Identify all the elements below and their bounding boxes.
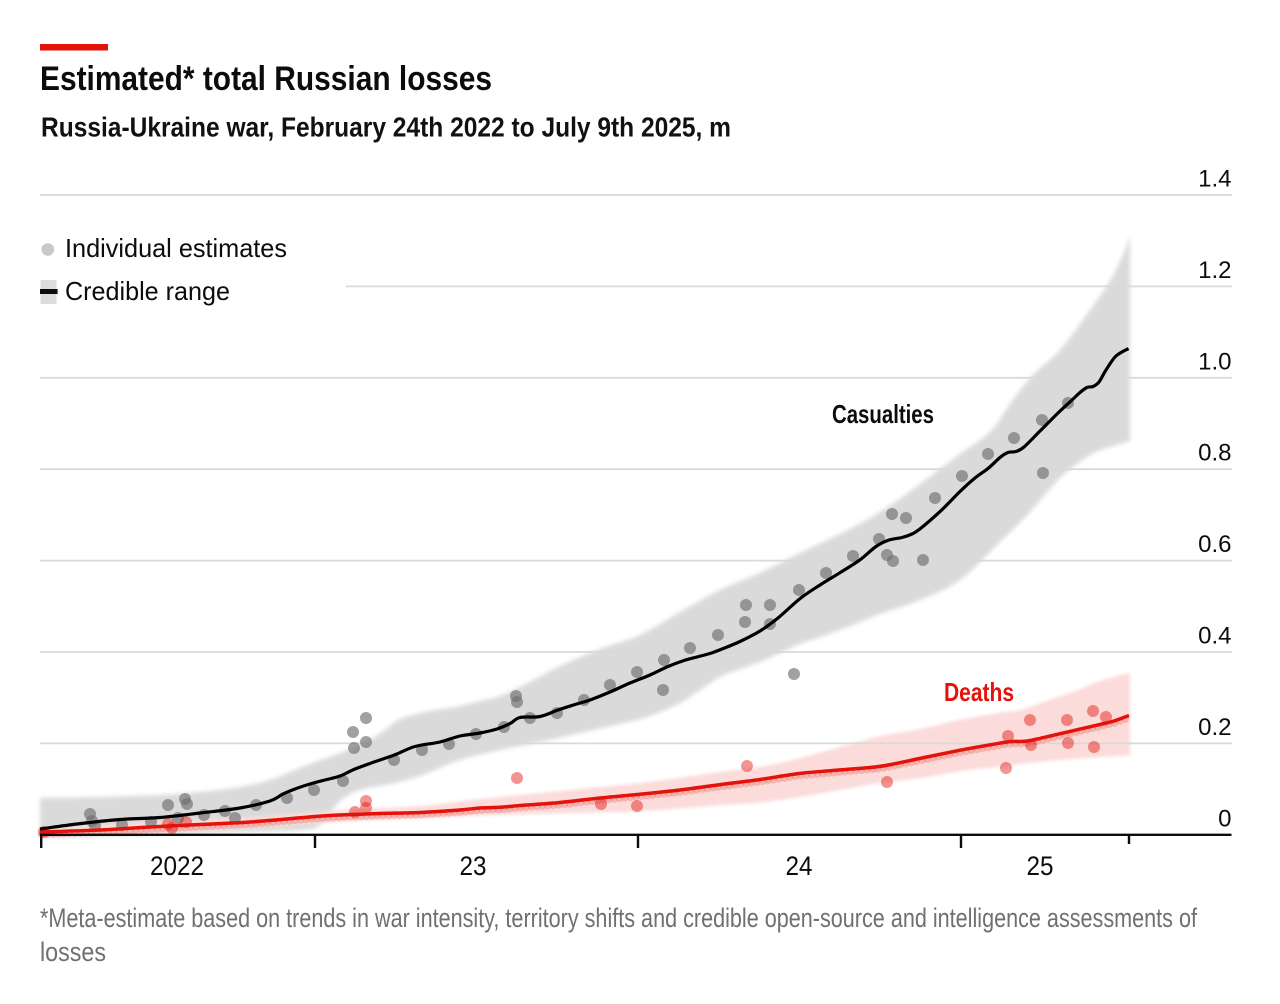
svg-text:0.6: 0.6 xyxy=(1198,531,1231,558)
svg-text:0: 0 xyxy=(1218,805,1231,832)
svg-text:losses: losses xyxy=(40,937,106,967)
svg-text:1.4: 1.4 xyxy=(1198,166,1231,193)
svg-text:*Meta-estimate based on trends: *Meta-estimate based on trends in war in… xyxy=(40,903,1197,933)
svg-text:24: 24 xyxy=(786,851,813,881)
svg-text:25: 25 xyxy=(1027,851,1054,881)
svg-text:Credible range: Credible range xyxy=(65,276,230,306)
svg-text:Casualties: Casualties xyxy=(832,399,934,429)
svg-text:Russia-Ukraine war, February 2: Russia-Ukraine war, February 24th 2022 t… xyxy=(41,112,731,143)
svg-text:1.0: 1.0 xyxy=(1198,348,1231,375)
svg-text:23: 23 xyxy=(460,851,487,881)
svg-text:0.4: 0.4 xyxy=(1198,623,1231,650)
svg-text:Estimated* total Russian losse: Estimated* total Russian losses xyxy=(40,60,492,98)
svg-text:2022: 2022 xyxy=(150,851,204,881)
svg-text:Deaths: Deaths xyxy=(944,677,1014,707)
svg-text:1.2: 1.2 xyxy=(1198,257,1231,284)
svg-text:0.8: 0.8 xyxy=(1198,440,1231,467)
svg-text:Individual estimates: Individual estimates xyxy=(65,233,287,263)
svg-text:0.2: 0.2 xyxy=(1198,714,1231,741)
